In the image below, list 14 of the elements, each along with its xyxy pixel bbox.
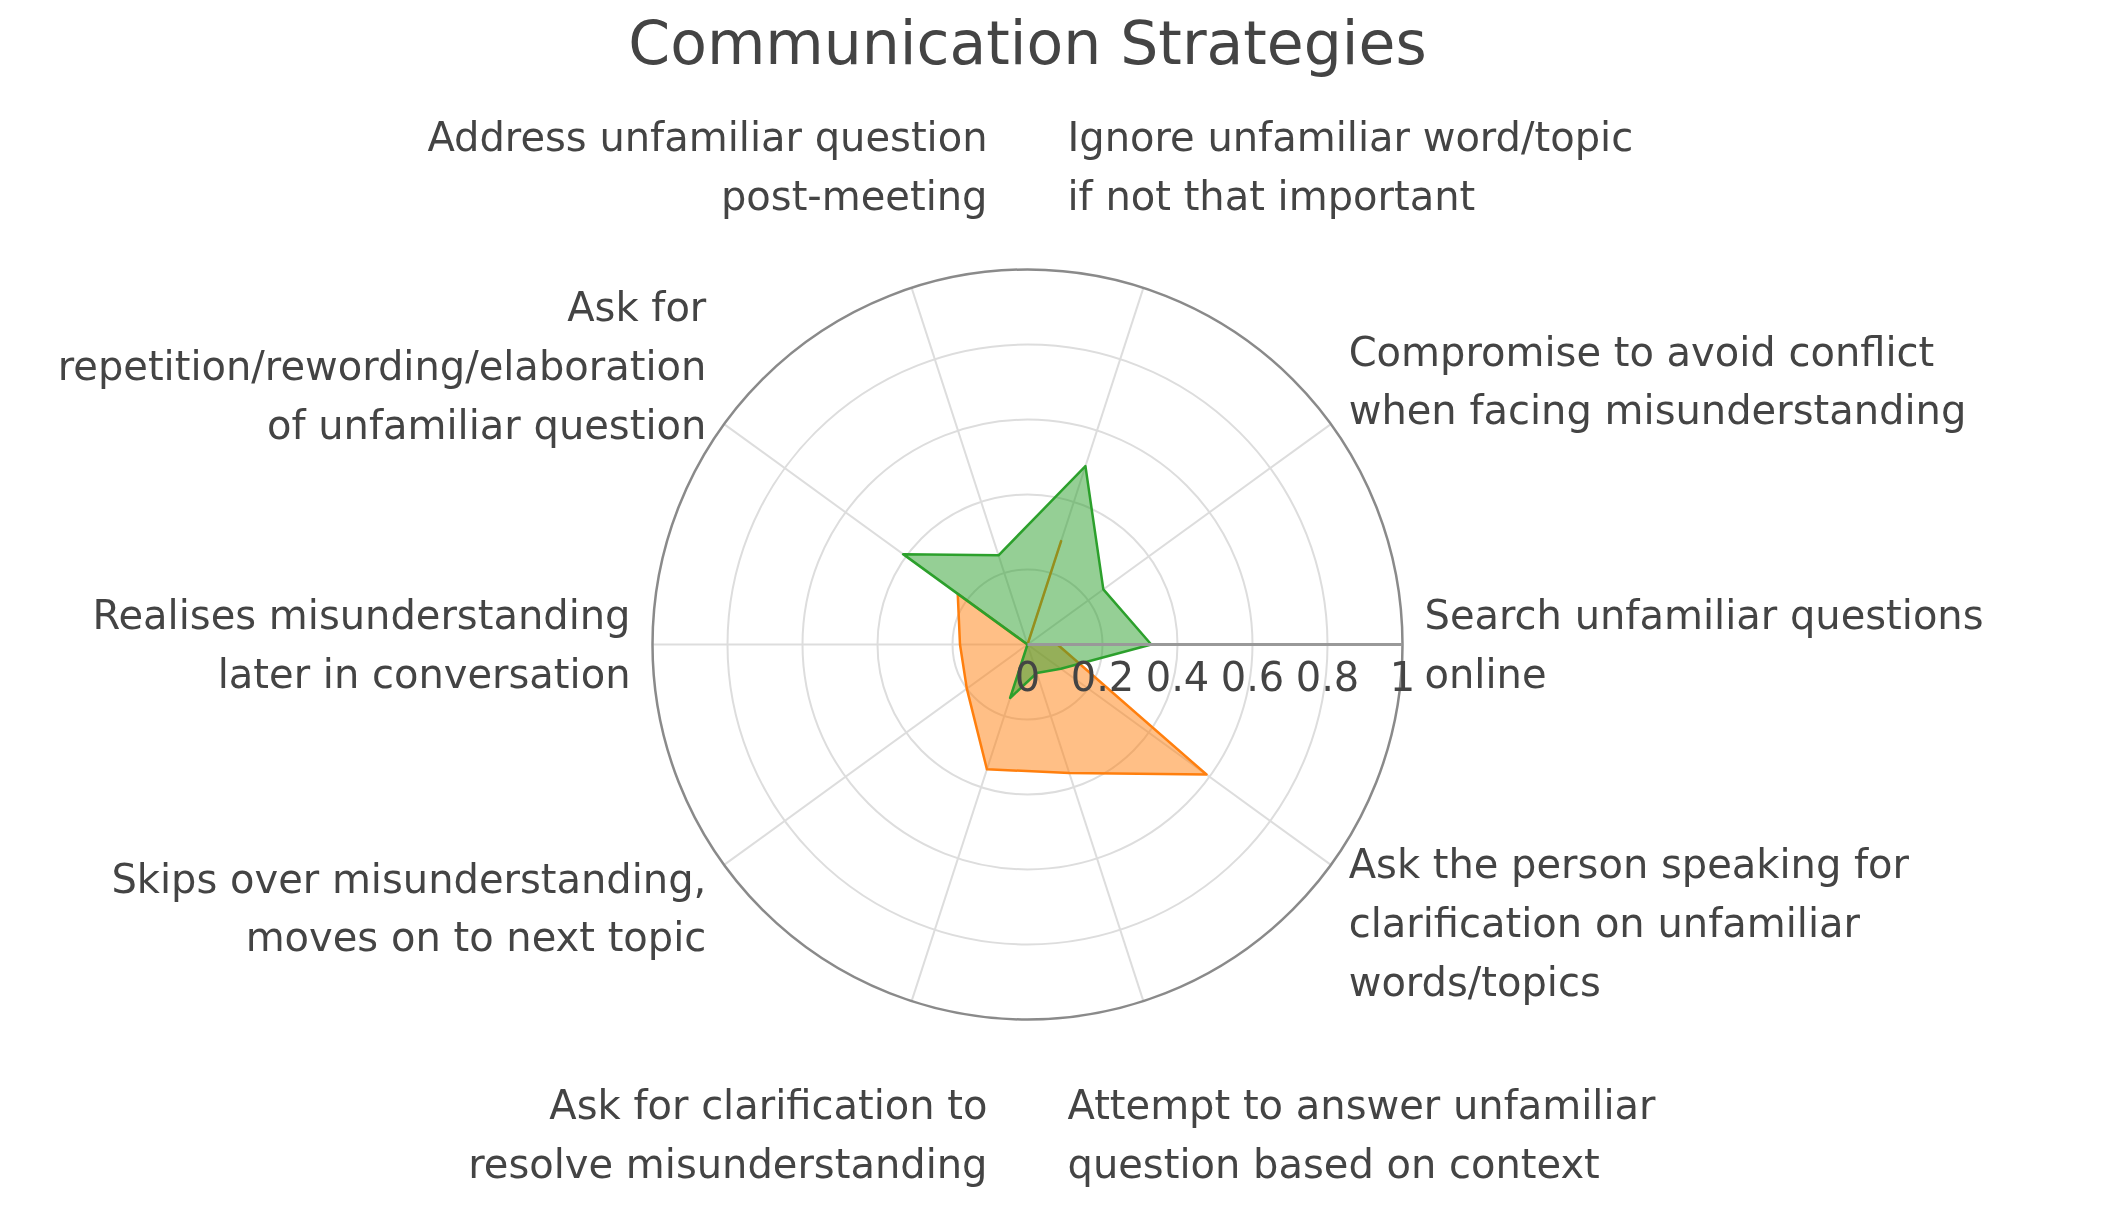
- spoke-label: Skips over misunderstanding, moves on to next topic: [111, 855, 707, 961]
- spoke-label: Ask for repetition/rewording/elaboration of unfamiliar question: [57, 284, 707, 448]
- spoke-label: Attempt to answer unfamiliar question based on context: [1067, 1082, 1657, 1187]
- y-tick-label: 0.8: [1295, 653, 1360, 700]
- spoke-label: Compromise to avoid conflict when facing misunderstanding: [1348, 328, 1967, 434]
- spoke-label: Ignore unfamiliar word/topic if not that important: [1067, 114, 1634, 219]
- spoke-label: Ask for clarification to resolve misunderstanding: [468, 1082, 988, 1187]
- spoke-label: Realises misunderstanding later in conversation: [92, 592, 631, 697]
- spoke-label: Address unfamiliar question post-meeting: [427, 114, 988, 219]
- y-tick-label: 0.4: [1145, 653, 1210, 700]
- spoke-label: Ask the person speaking for clarification on unfamiliar words/topics: [1348, 841, 1910, 1005]
- spoke-label: Search unfamiliar questions online: [1424, 592, 1984, 697]
- chart-title: Communication Strategies: [628, 7, 1427, 78]
- y-tick-label: 0.6: [1220, 653, 1285, 700]
